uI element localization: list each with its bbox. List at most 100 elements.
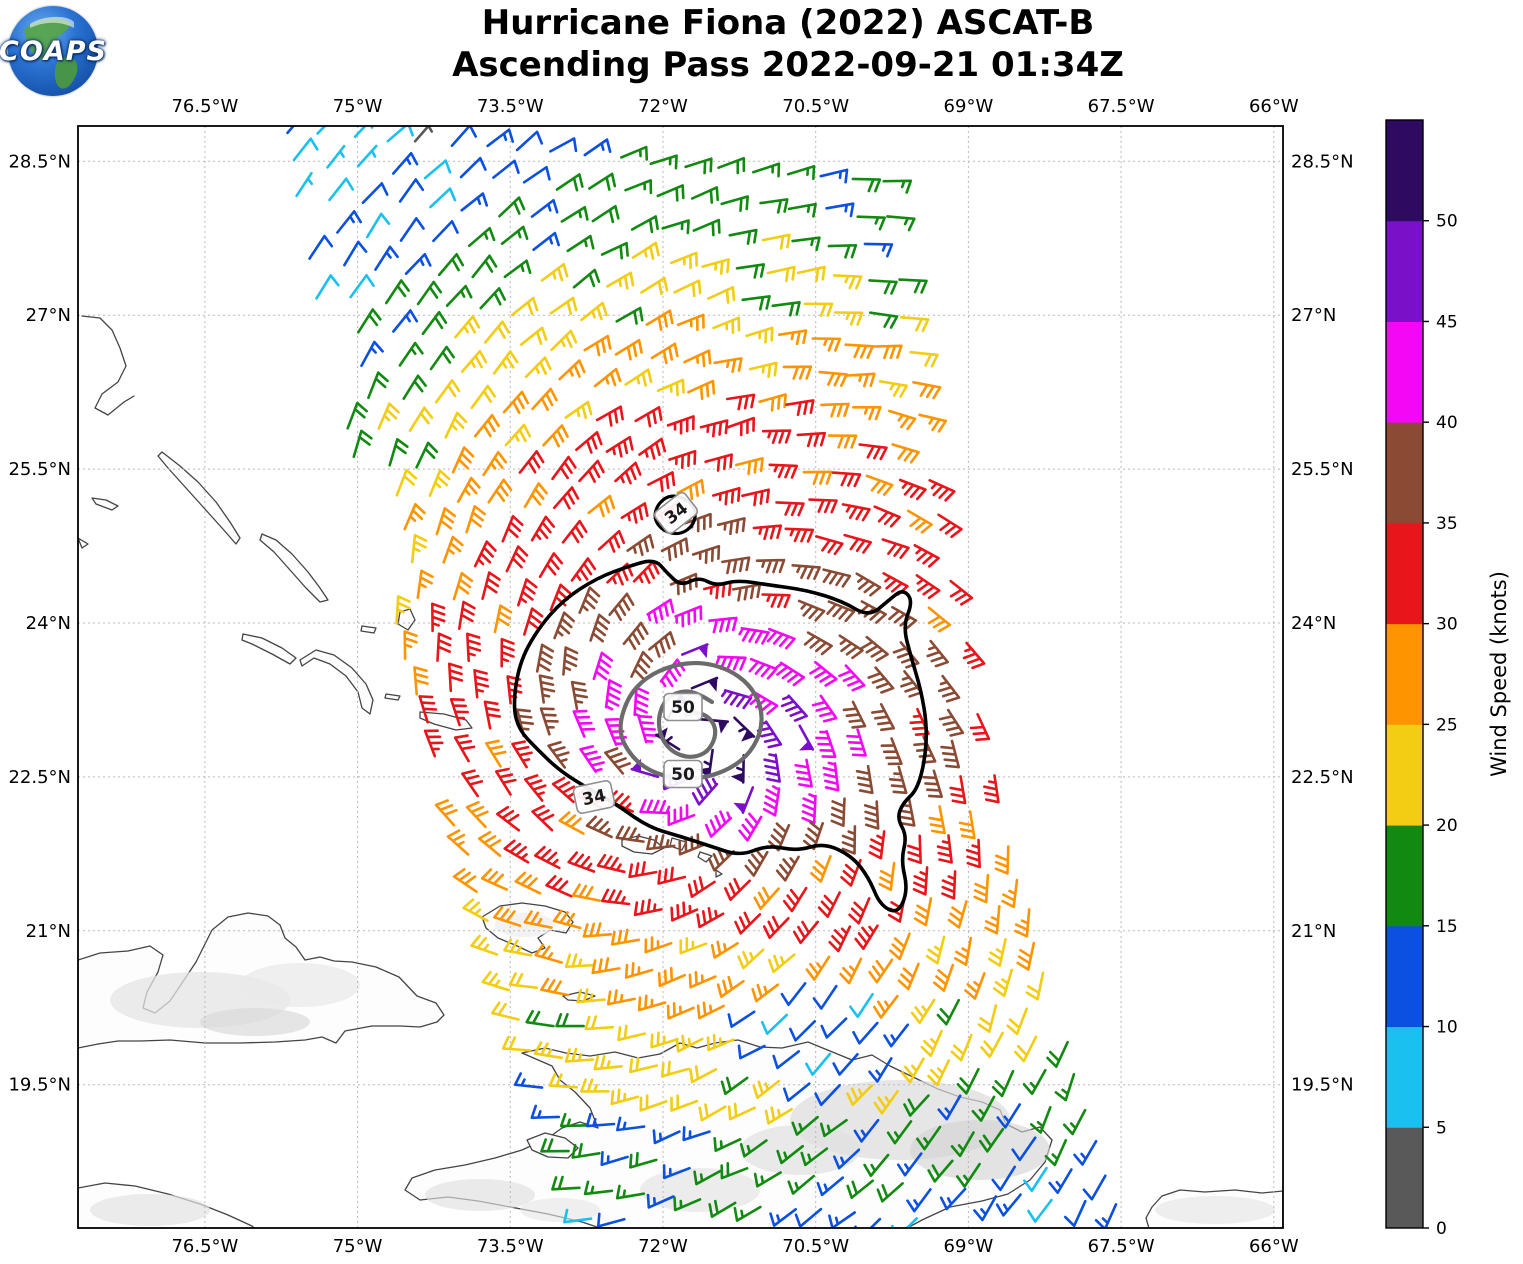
- coastline-turks-south: [715, 869, 723, 878]
- wind-barb: [632, 560, 660, 584]
- wind-barb: [928, 478, 956, 502]
- wind-barb: [898, 797, 916, 827]
- wind-barb: [624, 368, 653, 387]
- wind-barb: [533, 845, 561, 870]
- wind-barb: [402, 374, 427, 401]
- wind-barb: [416, 280, 443, 306]
- wind-barb: [761, 429, 792, 444]
- wind-barb: [483, 700, 502, 730]
- wind-barb: [727, 1010, 756, 1028]
- wind-barb: [579, 745, 605, 774]
- wind-barb: [927, 1159, 954, 1183]
- lat-tick-label-right: 28.5°N: [1291, 151, 1354, 172]
- wind-barb: [315, 274, 340, 300]
- wind-barb: [454, 315, 481, 339]
- wind-barb: [1006, 1007, 1028, 1036]
- wind-barb: [508, 972, 539, 990]
- wind-barb: [696, 1001, 725, 1020]
- wind-barb: [720, 689, 753, 710]
- wind-barb: [459, 156, 487, 179]
- wind-barb: [825, 202, 855, 218]
- wind-barb: [698, 1103, 727, 1122]
- wind-barb: [822, 568, 852, 588]
- wind-barb-pennant: [730, 772, 744, 784]
- wind-barb: [941, 870, 957, 900]
- wind-barb: [857, 600, 887, 624]
- wind-barb: [900, 1057, 925, 1084]
- globe-icon: [24, 16, 78, 89]
- wind-barb: [501, 1035, 532, 1052]
- wind-barb: [912, 380, 942, 400]
- wind-barb: [674, 605, 703, 628]
- wind-barb: [666, 1002, 695, 1020]
- wind-barb: [766, 265, 796, 283]
- wind-barb: [1094, 1203, 1118, 1228]
- wind-barb: [964, 971, 986, 1000]
- contour-label-box: [653, 491, 699, 535]
- wind-barb: [906, 509, 933, 534]
- wind-barb: [442, 535, 464, 564]
- colorbar-segment: [1386, 422, 1423, 524]
- wind-barb: [950, 1131, 975, 1158]
- wind-barb: [326, 144, 346, 169]
- wind-barb: [983, 774, 1000, 804]
- wind-barb: [1022, 1068, 1047, 1096]
- wind-barb: [470, 384, 496, 410]
- wind-barb: [691, 777, 719, 806]
- wind-barb: [682, 1126, 711, 1142]
- coastline-eleuthera: [81, 315, 135, 416]
- wind-barb: [367, 371, 389, 400]
- wind-barb: [827, 434, 858, 449]
- wind-barb: [619, 145, 649, 161]
- coaps-logo: COAPS: [0, 6, 106, 96]
- wind-barb: [868, 1057, 893, 1083]
- wind-barb: [446, 829, 470, 856]
- wind-barb: [691, 544, 721, 564]
- wind-barb: [713, 1136, 742, 1152]
- wind-barb: [735, 263, 766, 279]
- wind-barb: [600, 1151, 629, 1167]
- wind-barb: [588, 172, 617, 191]
- wind-barb: [690, 186, 720, 204]
- wind-barb: [962, 641, 986, 670]
- colorbar-segment: [1386, 1026, 1423, 1128]
- wind-barb: [522, 607, 544, 636]
- wind-barb: [593, 367, 622, 388]
- wind-barb: [530, 1104, 561, 1120]
- terrain-shade: [1155, 1196, 1275, 1224]
- wind-barb: [937, 674, 961, 703]
- wind-barb: [501, 515, 524, 543]
- wind-barb: [782, 886, 808, 913]
- wind-barb: [838, 634, 864, 660]
- wind-barb: [637, 714, 658, 744]
- contour-label-box: [663, 692, 703, 722]
- wind-barb: [696, 906, 725, 929]
- title-line-2: Ascending Pass 2022-09-21 01:34Z: [452, 45, 1124, 85]
- wind-barb: [987, 937, 1007, 967]
- wind-barb: [846, 1084, 874, 1107]
- wind-barb: [846, 372, 876, 388]
- wind-barb: [555, 173, 584, 192]
- wind-barb: [620, 502, 649, 524]
- wind-barb: [784, 527, 815, 543]
- wind-barb: [495, 805, 521, 832]
- wind-barb: [737, 948, 765, 970]
- wind-barb: [755, 558, 786, 574]
- wind-barb: [646, 598, 675, 624]
- wind-barb: [683, 512, 712, 533]
- wind-barb: [863, 242, 894, 258]
- wind-barb-pennant: [718, 720, 729, 734]
- wind-barb: [980, 1031, 1004, 1059]
- wind-barb: [855, 764, 874, 795]
- lat-tick-label-left: 25.5°N: [8, 459, 71, 480]
- wind-barb: [865, 474, 894, 496]
- terrain-shade: [740, 1125, 860, 1175]
- colorbar-tick-label: 15: [1436, 917, 1458, 937]
- wind-barb: [388, 437, 409, 467]
- wind-barb: [953, 936, 973, 966]
- wind-barb: [978, 1127, 1005, 1153]
- lat-tick-label-left: 22.5°N: [8, 767, 71, 788]
- wind-barb: [791, 236, 821, 252]
- colorbar-segment: [1386, 321, 1423, 423]
- wind-barb: [814, 1083, 842, 1107]
